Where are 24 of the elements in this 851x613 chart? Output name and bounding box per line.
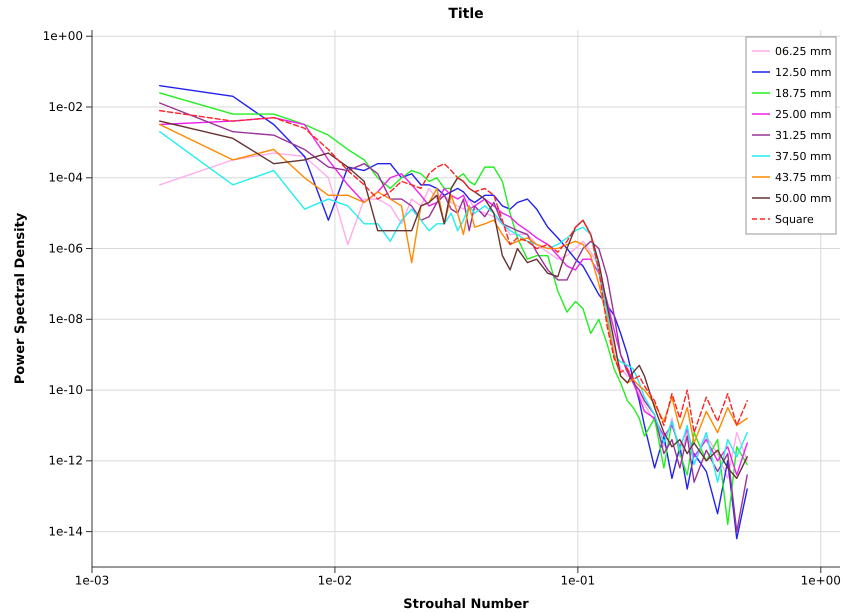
legend-label: 50.00 mm	[775, 192, 832, 205]
legend-label: 18.75 mm	[775, 87, 832, 100]
y-axis-title: Power Spectral Density	[13, 212, 28, 384]
y-tick-label: 1e-06	[48, 241, 83, 256]
legend-label: 25.00 mm	[775, 108, 832, 121]
chart-title: Title	[448, 6, 484, 22]
y-tick-label: 1e-08	[48, 312, 83, 326]
x-axis-title: Strouhal Number	[403, 597, 530, 612]
legend-label: 12.50 mm	[775, 66, 832, 79]
y-tick-label: 1e-02	[48, 100, 83, 114]
y-tick-label: 1e+00	[42, 29, 83, 44]
y-tick-label: 1e-14	[48, 524, 83, 538]
legend-label: 43.75 mm	[775, 171, 832, 184]
x-tick-label: 1e-01	[560, 574, 596, 588]
legend-label: Square	[775, 213, 814, 226]
x-tick-label: 1e+00	[800, 574, 841, 588]
y-tick-label: 1e-04	[48, 170, 83, 185]
legend-label: 31.25 mm	[775, 129, 832, 142]
legend-label: 37.50 mm	[775, 150, 832, 163]
x-tick-label: 1e-03	[74, 574, 110, 588]
y-tick-label: 1e-10	[48, 382, 83, 397]
x-tick-label: 1e-02	[318, 574, 352, 588]
legend-label: 06.25 mm	[775, 45, 832, 58]
y-tick-label: 1e-12	[48, 454, 83, 468]
